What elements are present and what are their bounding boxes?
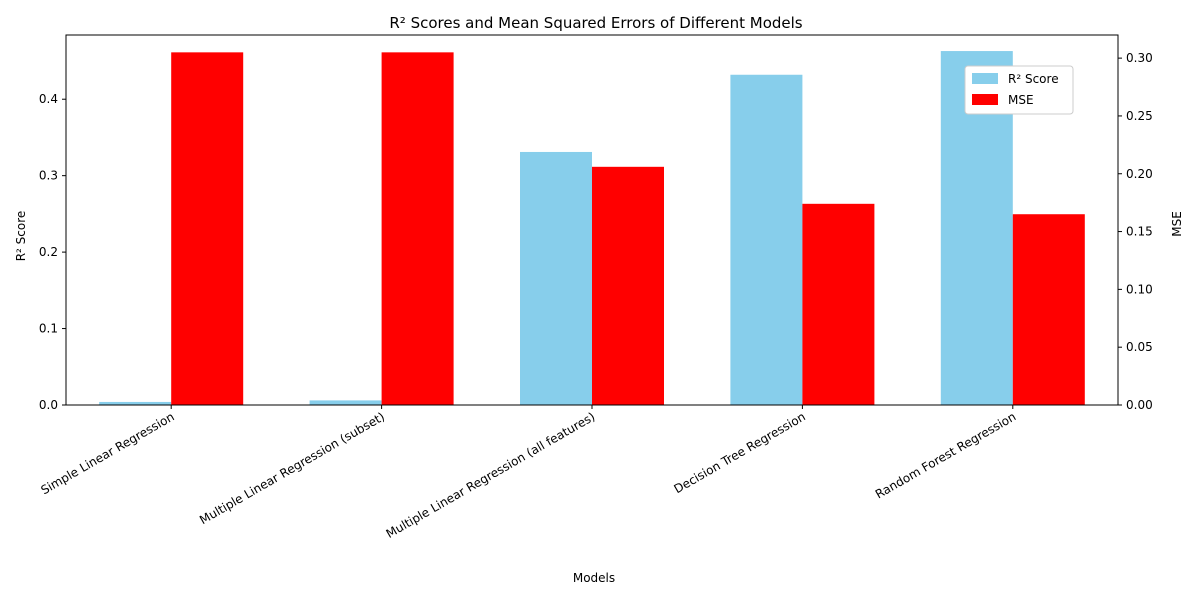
bar-r2-score [730, 74, 803, 405]
y-tick-label-right: 0.20 [1126, 167, 1153, 181]
bar-mse [592, 166, 664, 405]
legend-label-mse: MSE [1008, 93, 1034, 107]
legend: R² Score MSE [964, 65, 1074, 115]
y-tick-label-right: 0.15 [1126, 225, 1153, 239]
bar-mse [802, 203, 875, 405]
x-tick-label: Random Forest Regression [873, 409, 1018, 501]
bars-layer [99, 51, 1085, 406]
y-tick-label-right: 0.30 [1126, 51, 1153, 65]
y-tick-label-right: 0.10 [1126, 282, 1153, 296]
plot-frame [65, 34, 1119, 406]
y-axis-label-right: MSE [1170, 211, 1184, 237]
x-axis-label: Models [573, 571, 615, 585]
legend-label-r2: R² Score [1008, 72, 1059, 86]
x-tick-label: Decision Tree Regression [672, 409, 808, 496]
y-axis-label-left: R² Score [14, 211, 28, 262]
y-tick-label-left: 0.1 [39, 322, 58, 336]
bar-r2-score [99, 401, 172, 405]
bar-mse [381, 52, 454, 405]
chart-title: R² Scores and Mean Squared Errors of Dif… [389, 14, 802, 32]
bar-r2-score [309, 400, 382, 405]
x-tick-label: Simple Linear Regression [38, 409, 176, 497]
bar-mse [1012, 214, 1085, 405]
y-tick-label-left: 0.2 [39, 245, 58, 259]
x-tick-label: Multiple Linear Regression (subset) [197, 409, 387, 527]
bar-mse [171, 52, 244, 405]
y-tick-label-right: 0.25 [1126, 109, 1153, 123]
y-tick-label-right: 0.05 [1126, 340, 1153, 354]
legend-swatch-mse [972, 94, 998, 105]
x-tick-label: Multiple Linear Regression (all features… [384, 409, 598, 541]
y-tick-label-left: 0.4 [39, 92, 58, 106]
legend-swatch-r2 [972, 73, 998, 84]
bar-r2-score [520, 151, 592, 405]
y-tick-label-right: 0.00 [1126, 398, 1153, 412]
y-tick-label-left: 0.0 [39, 398, 58, 412]
y-tick-label-left: 0.3 [39, 169, 58, 183]
